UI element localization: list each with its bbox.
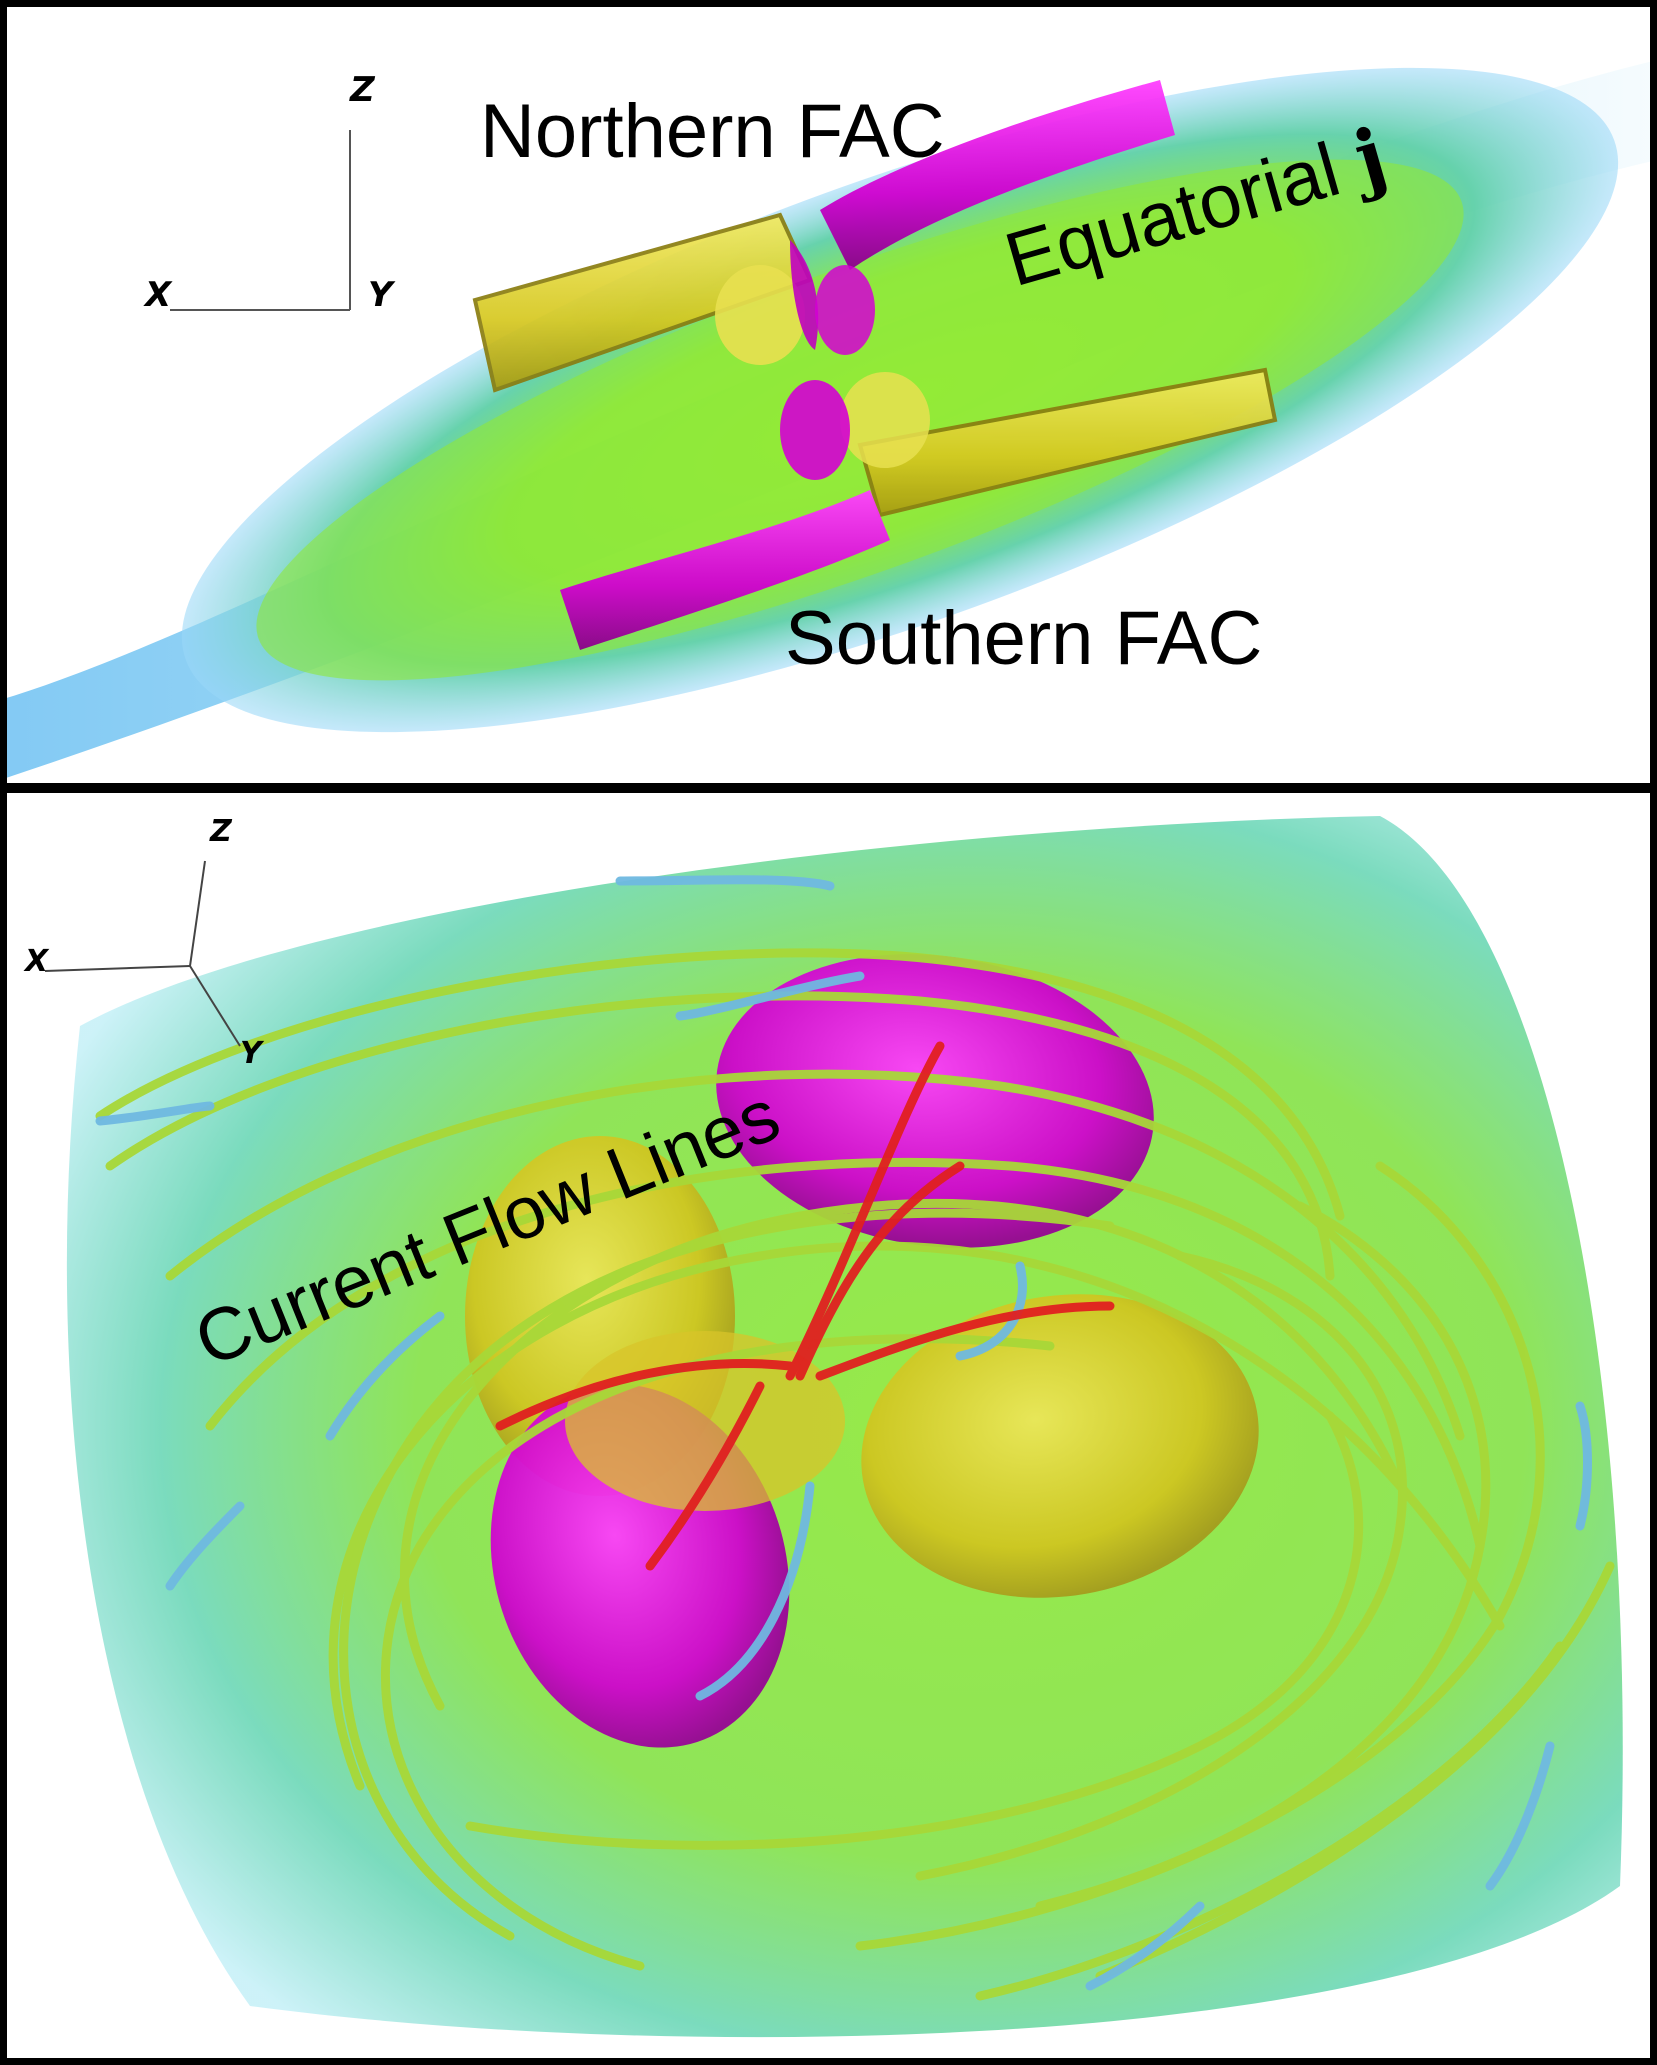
return-lobe-lower-right bbox=[861, 1294, 1259, 1598]
northern-fac-lobe bbox=[716, 954, 1154, 1248]
return-lobes-top bbox=[472, 212, 1278, 518]
top-panel: Z X Y Northern FAC Equatorial j Southern… bbox=[0, 0, 1657, 790]
northern-fac-shape bbox=[790, 80, 1175, 355]
current-flow-lines bbox=[95, 875, 1615, 2001]
axis-triad-bottom bbox=[44, 860, 241, 1047]
bottom-panel: Z X Y Current Flow Lines bbox=[0, 786, 1657, 2065]
top-visualization bbox=[0, 60, 1657, 780]
northern-fac-label: Northern FAC bbox=[480, 89, 945, 174]
axis-label-x: X bbox=[145, 275, 172, 315]
bottom-visualization bbox=[44, 816, 1623, 2038]
axis-label-z: Z bbox=[210, 814, 232, 849]
axis-label-z: Z bbox=[350, 70, 375, 110]
southern-fac-shape bbox=[560, 380, 890, 650]
axis-label-x: X bbox=[25, 944, 49, 979]
southern-fac-label: Southern FAC bbox=[785, 596, 1263, 681]
axis-triad-top bbox=[170, 130, 351, 311]
axis-label-y: Y bbox=[240, 1036, 262, 1071]
axis-label-y: Y bbox=[368, 275, 393, 315]
